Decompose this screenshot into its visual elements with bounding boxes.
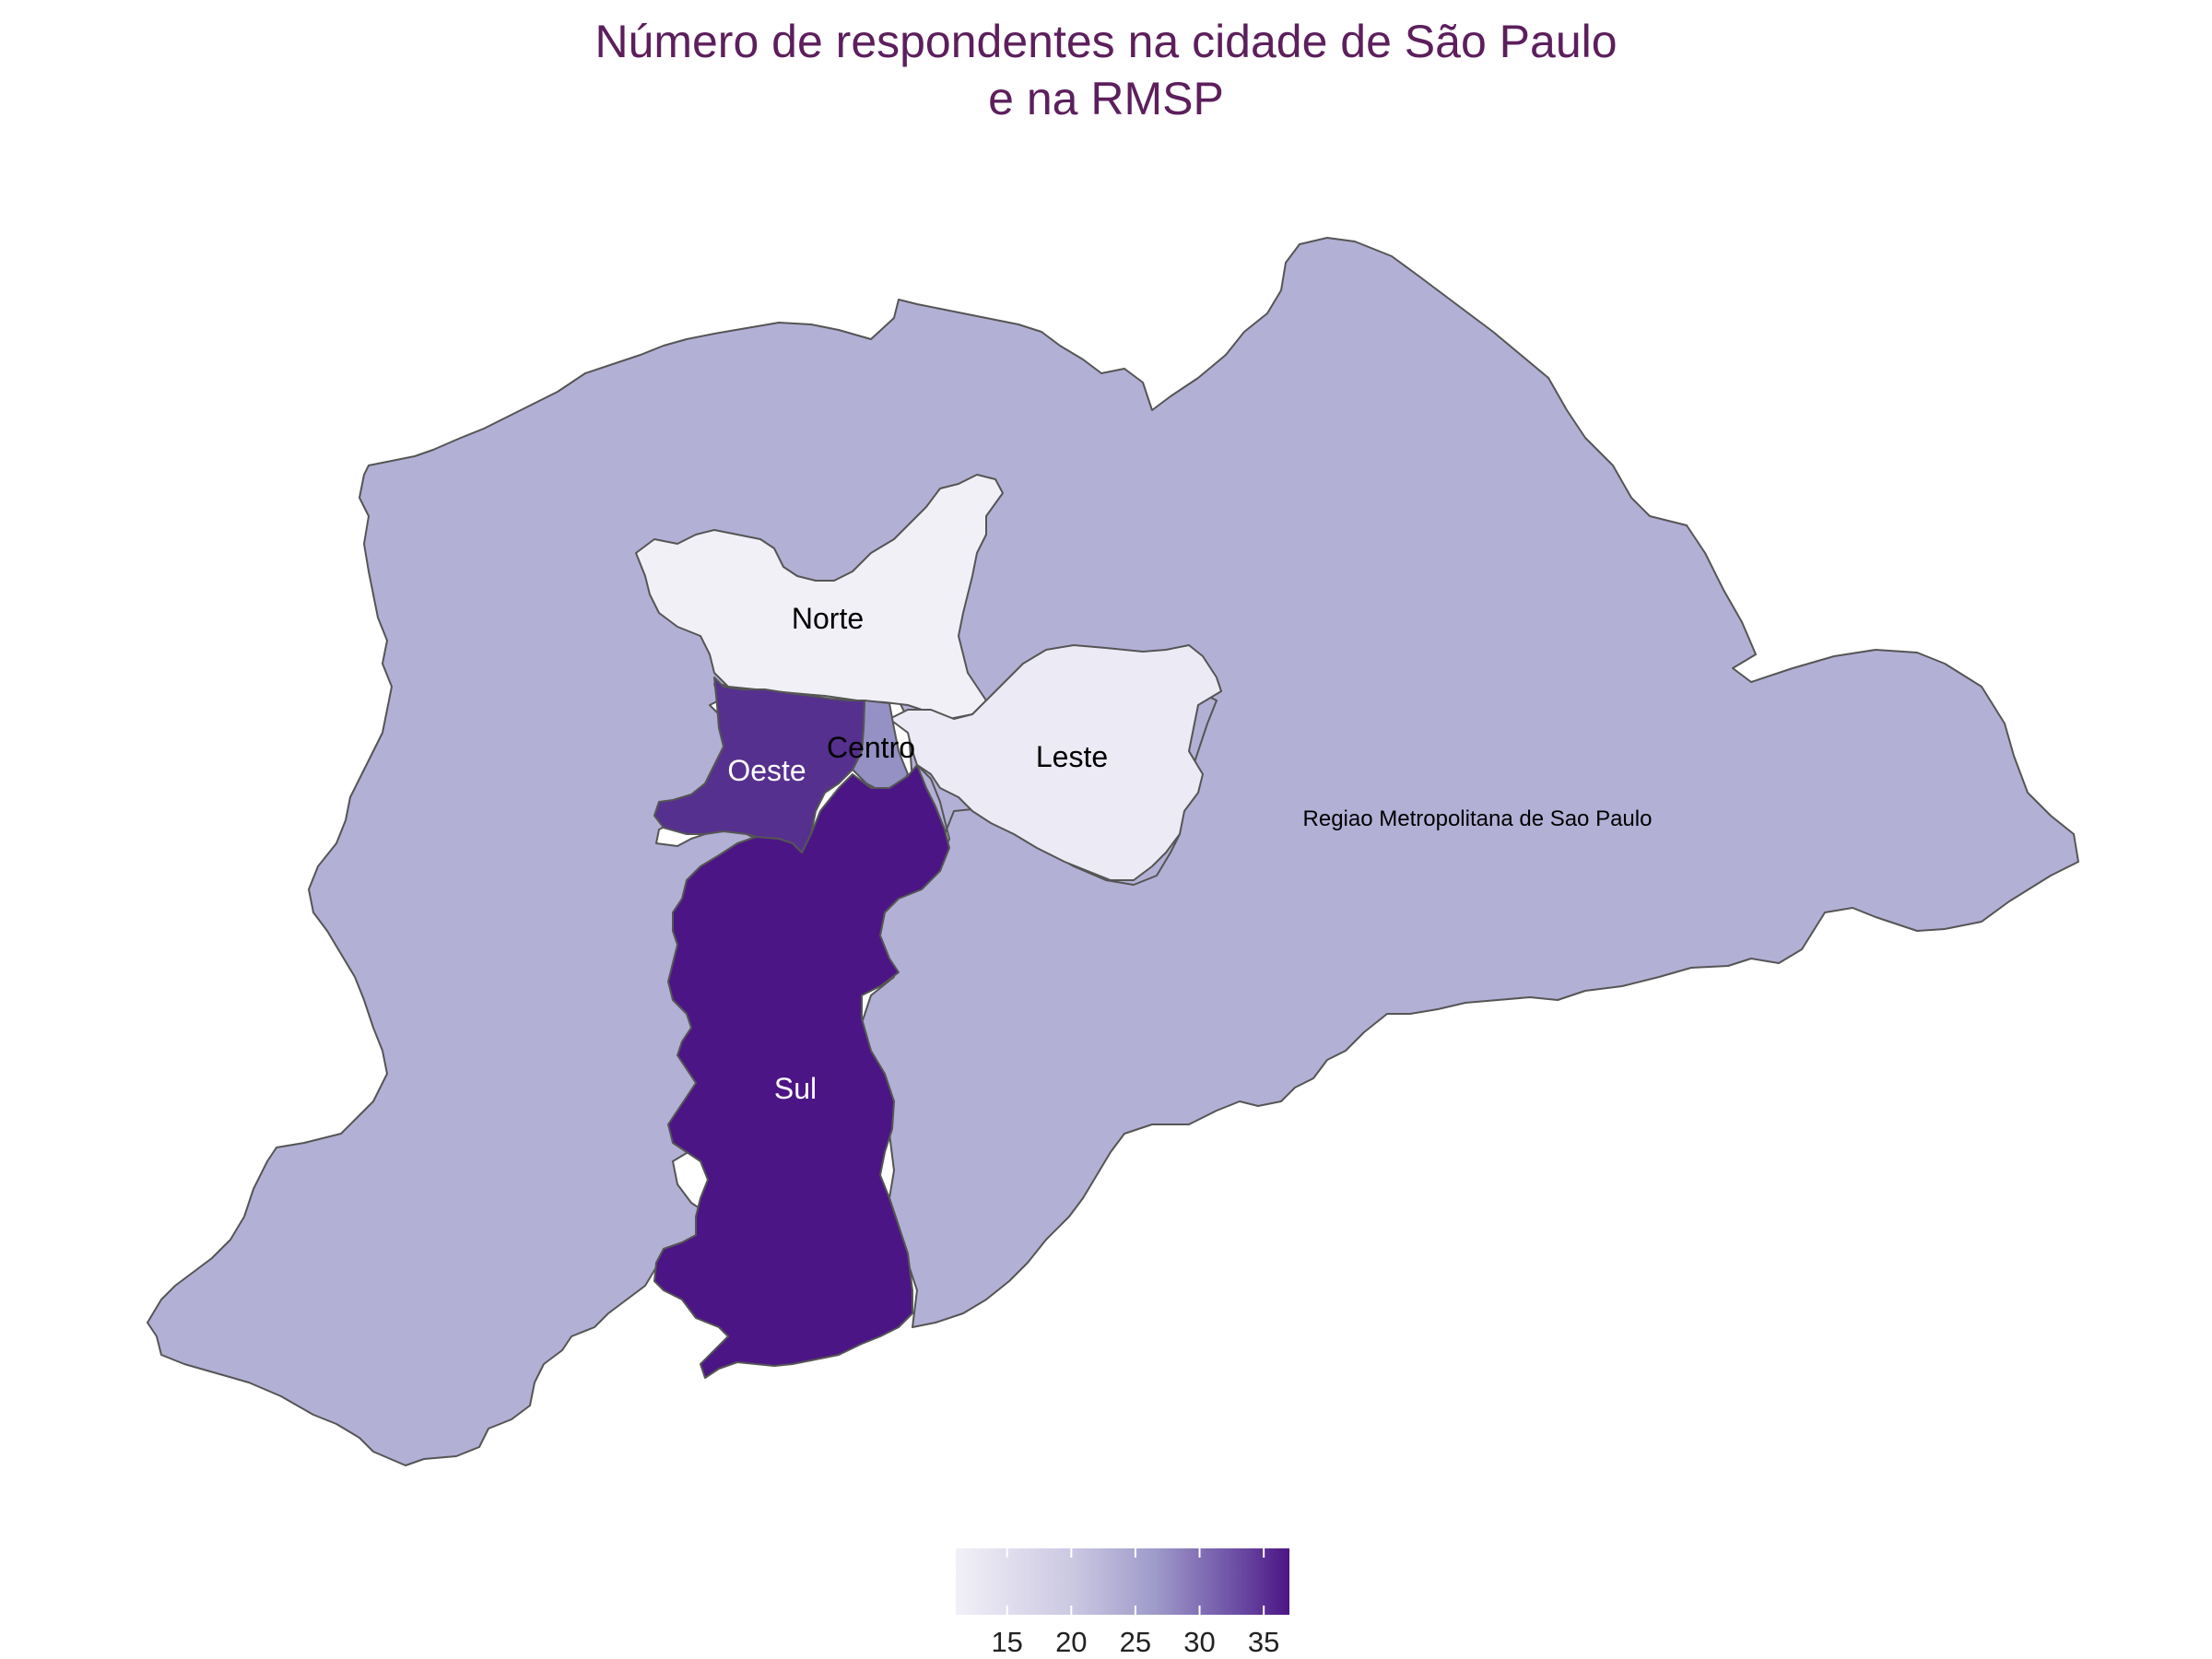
color-legend: 15 20 25 30 35 <box>956 1548 1289 1658</box>
label-centro: Centro <box>827 731 915 764</box>
label-sul: Sul <box>774 1072 817 1105</box>
region-leste <box>888 644 1222 881</box>
label-rmsp: Regiao Metropolitana de Sao Paulo <box>1303 806 1653 831</box>
legend-tick-label: 30 <box>1183 1626 1215 1658</box>
region-sul <box>653 764 950 1379</box>
region-norte <box>635 474 1004 720</box>
label-leste: Leste <box>1036 740 1108 773</box>
label-norte: Norte <box>792 602 864 635</box>
legend-tick-label: 25 <box>1120 1626 1151 1658</box>
map-title-line-2: e na RMSP <box>988 73 1224 124</box>
legend-tick-label: 15 <box>991 1626 1022 1658</box>
legend-tick-label: 35 <box>1248 1626 1279 1658</box>
map-title-line-1: Número de respondentes na cidade de São … <box>594 16 1617 67</box>
legend-ticks: 15 20 25 30 35 <box>991 1548 1279 1658</box>
legend-tick-label: 20 <box>1055 1626 1087 1658</box>
legend-color-bar <box>956 1548 1289 1615</box>
label-oeste: Oeste <box>727 754 806 787</box>
